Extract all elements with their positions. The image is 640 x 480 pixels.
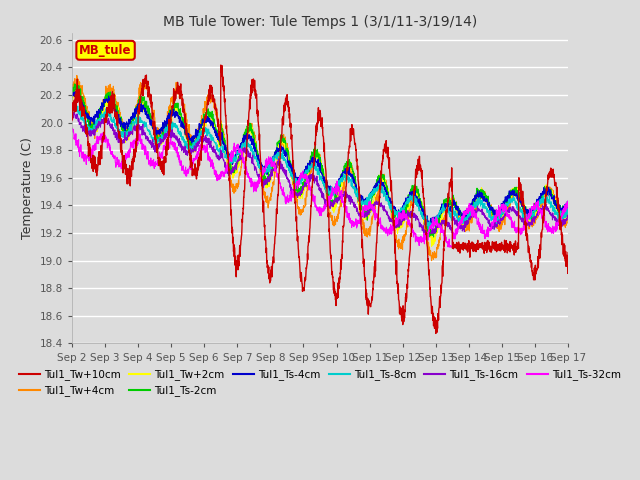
Legend: Tul1_Tw+10cm, Tul1_Tw+4cm, Tul1_Tw+2cm, Tul1_Ts-2cm, Tul1_Ts-4cm, Tul1_Ts-8cm, T: Tul1_Tw+10cm, Tul1_Tw+4cm, Tul1_Tw+2cm, … — [15, 365, 625, 400]
Tul1_Tw+10cm — [68, 118, 76, 123]
Tul1_Tw+2cm — [93, 120, 101, 126]
Tul1_Ts-2cm — [564, 205, 572, 211]
Tul1_Tw+2cm — [550, 193, 558, 199]
Tul1_Ts-16cm — [93, 124, 101, 130]
Tul1_Tw+10cm — [432, 331, 440, 336]
Line: Tul1_Tw+10cm: Tul1_Tw+10cm — [72, 65, 568, 334]
Tul1_Tw+4cm — [310, 155, 317, 161]
Tul1_Ts-8cm — [550, 209, 558, 215]
Tul1_Ts-8cm — [309, 164, 317, 169]
Tul1_Ts-2cm — [310, 149, 317, 155]
Line: Tul1_Tw+2cm: Tul1_Tw+2cm — [72, 90, 568, 246]
Tul1_Ts-4cm — [550, 192, 558, 198]
Tul1_Ts-16cm — [564, 212, 572, 218]
Tul1_Tw+4cm — [296, 212, 304, 218]
Tul1_Ts-8cm — [93, 120, 101, 126]
Tul1_Tw+4cm — [550, 192, 558, 197]
Tul1_Tw+2cm — [310, 154, 317, 159]
Tul1_Ts-32cm — [550, 227, 558, 232]
Tul1_Ts-8cm — [459, 216, 467, 222]
Line: Tul1_Ts-4cm: Tul1_Ts-4cm — [72, 92, 568, 229]
Tul1_Tw+10cm — [93, 163, 101, 169]
Tul1_Ts-16cm — [459, 223, 467, 229]
Tul1_Ts-2cm — [550, 194, 558, 200]
Line: Tul1_Ts-16cm: Tul1_Ts-16cm — [72, 111, 568, 233]
Tul1_Ts-4cm — [310, 160, 317, 166]
Tul1_Ts-4cm — [93, 112, 101, 118]
Tul1_Ts-2cm — [460, 214, 467, 220]
Tul1_Ts-16cm — [550, 215, 558, 220]
Text: MB_tule: MB_tule — [79, 44, 132, 57]
Tul1_Tw+10cm — [310, 161, 317, 167]
Tul1_Ts-4cm — [564, 200, 572, 206]
Title: MB Tule Tower: Tule Temps 1 (3/1/11-3/19/14): MB Tule Tower: Tule Temps 1 (3/1/11-3/19… — [163, 15, 477, 29]
Tul1_Ts-32cm — [564, 204, 572, 210]
Y-axis label: Temperature (C): Temperature (C) — [21, 137, 34, 239]
Tul1_Tw+2cm — [296, 193, 304, 199]
Tul1_Ts-2cm — [429, 234, 437, 240]
Tul1_Ts-8cm — [68, 100, 76, 106]
Tul1_Tw+4cm — [460, 219, 467, 225]
Tul1_Ts-2cm — [70, 81, 78, 87]
Tul1_Ts-32cm — [93, 137, 101, 143]
Tul1_Ts-32cm — [68, 125, 76, 131]
Tul1_Ts-8cm — [550, 204, 557, 209]
Tul1_Tw+4cm — [428, 258, 435, 264]
Tul1_Tw+2cm — [428, 243, 435, 249]
Tul1_Ts-16cm — [68, 108, 76, 114]
Tul1_Tw+4cm — [550, 194, 558, 200]
Tul1_Tw+2cm — [68, 94, 76, 99]
Tul1_Tw+2cm — [564, 209, 572, 215]
Line: Tul1_Tw+4cm: Tul1_Tw+4cm — [72, 75, 568, 261]
Tul1_Tw+4cm — [73, 72, 81, 78]
Tul1_Ts-2cm — [93, 119, 101, 125]
Tul1_Tw+4cm — [93, 118, 101, 123]
Tul1_Ts-32cm — [68, 129, 76, 135]
Tul1_Ts-8cm — [424, 226, 432, 232]
Tul1_Tw+4cm — [564, 214, 572, 220]
Line: Tul1_Ts-32cm: Tul1_Ts-32cm — [72, 128, 568, 247]
Tul1_Tw+10cm — [550, 176, 558, 181]
Tul1_Tw+10cm — [460, 240, 467, 246]
Tul1_Ts-4cm — [460, 210, 467, 216]
Tul1_Tw+2cm — [71, 87, 79, 93]
Tul1_Ts-8cm — [296, 177, 304, 182]
Tul1_Ts-2cm — [296, 185, 304, 191]
Tul1_Ts-16cm — [550, 213, 557, 219]
Tul1_Ts-16cm — [420, 230, 428, 236]
Tul1_Ts-4cm — [68, 95, 76, 101]
Line: Tul1_Ts-2cm: Tul1_Ts-2cm — [72, 84, 568, 237]
Tul1_Ts-4cm — [426, 226, 433, 232]
Tul1_Ts-32cm — [444, 244, 452, 250]
Tul1_Ts-32cm — [460, 212, 467, 218]
Tul1_Ts-32cm — [550, 225, 558, 231]
Tul1_Ts-8cm — [564, 210, 572, 216]
Tul1_Ts-2cm — [550, 196, 558, 202]
Tul1_Tw+10cm — [550, 171, 558, 177]
Tul1_Tw+2cm — [550, 196, 558, 202]
Tul1_Ts-32cm — [296, 175, 304, 180]
Tul1_Tw+10cm — [296, 273, 304, 278]
Tul1_Ts-4cm — [550, 201, 558, 207]
Line: Tul1_Ts-8cm: Tul1_Ts-8cm — [72, 103, 568, 229]
Tul1_Ts-4cm — [72, 89, 79, 95]
Tul1_Ts-16cm — [296, 190, 304, 195]
Tul1_Tw+2cm — [460, 221, 467, 227]
Tul1_Ts-32cm — [310, 192, 317, 198]
Tul1_Tw+10cm — [217, 62, 225, 68]
Tul1_Ts-2cm — [68, 88, 76, 94]
Tul1_Tw+10cm — [564, 250, 572, 255]
Tul1_Ts-4cm — [296, 172, 304, 178]
Tul1_Ts-16cm — [309, 173, 317, 179]
Tul1_Tw+4cm — [68, 91, 76, 97]
